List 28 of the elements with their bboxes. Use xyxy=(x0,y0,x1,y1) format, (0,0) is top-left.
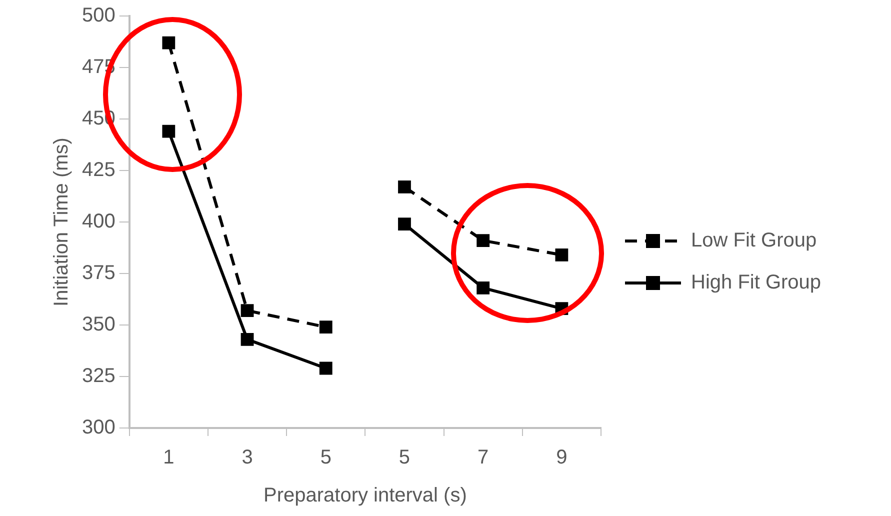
y-tick-label: 425 xyxy=(82,159,116,182)
y-axis-title: Initiation Time (ms) xyxy=(50,138,73,306)
point xyxy=(398,180,411,194)
y-tick-label: 375 xyxy=(82,262,116,284)
point xyxy=(240,304,254,318)
point xyxy=(398,218,411,231)
x-tick-label: 1 xyxy=(163,446,174,469)
x-tick-label: 5 xyxy=(398,446,410,469)
y-tick-label: 500 xyxy=(82,4,116,27)
x-tick-label: 7 xyxy=(478,446,489,469)
point xyxy=(162,36,176,50)
point xyxy=(476,234,490,247)
y-tick-label: 300 xyxy=(82,416,116,439)
x-axis-title: Preparatory interval (s) xyxy=(263,484,467,507)
y-tick-label: 350 xyxy=(82,314,116,336)
point xyxy=(476,281,490,294)
legend-label: Low Fit Group xyxy=(691,230,817,252)
point xyxy=(162,124,176,138)
legend-label: High Fit Group xyxy=(691,272,822,294)
point xyxy=(319,320,332,334)
x-tick-label: 9 xyxy=(556,446,568,469)
point xyxy=(319,362,332,375)
point xyxy=(555,248,568,262)
point xyxy=(240,332,254,346)
x-tick-label: 5 xyxy=(320,446,332,469)
y-tick-label: 400 xyxy=(82,210,116,233)
y-tick-label: 325 xyxy=(82,365,116,388)
x-tick-label: 3 xyxy=(242,446,253,469)
